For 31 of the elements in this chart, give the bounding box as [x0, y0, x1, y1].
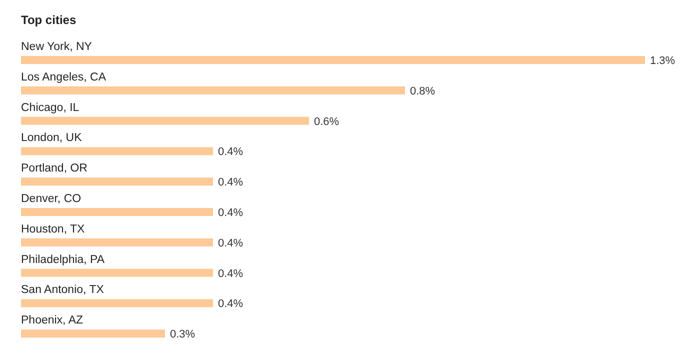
data-label: 0.4%	[218, 207, 244, 219]
bar	[21, 208, 213, 216]
bar	[21, 147, 213, 156]
bar	[21, 56, 645, 64]
chart-title: Top cities	[21, 13, 76, 27]
y-tick-label: Phoenix, AZ	[21, 314, 84, 327]
y-tick-label: San Antonio, TX	[21, 284, 104, 296]
data-label: 0.4%	[218, 268, 244, 280]
y-tick-label: London, UK	[21, 132, 82, 144]
bar	[21, 238, 213, 246]
data-label: 0.4%	[218, 176, 244, 189]
data-label: 0.4%	[218, 298, 244, 310]
data-label: 0.3%	[170, 328, 196, 341]
y-tick-label: New York, NY	[21, 41, 92, 53]
y-tick-label: Chicago, IL	[21, 102, 80, 114]
bar	[21, 116, 309, 125]
data-label: 0.4%	[218, 237, 244, 250]
data-label: 1.3%	[650, 55, 676, 67]
bar	[21, 299, 213, 308]
y-tick-label: Portland, OR	[21, 162, 88, 175]
y-tick-label: Los Angeles, CA	[21, 71, 106, 84]
data-label: 0.8%	[410, 85, 436, 98]
y-tick-label: Philadelphia, PA	[21, 254, 105, 266]
bar	[21, 86, 405, 94]
bar	[21, 268, 213, 277]
data-label: 0.4%	[218, 146, 244, 158]
y-tick-label: Denver, CO	[21, 193, 82, 205]
bar	[21, 330, 165, 338]
bar	[21, 178, 213, 186]
y-tick-label: Houston, TX	[21, 223, 86, 236]
data-label: 0.6%	[314, 116, 340, 128]
